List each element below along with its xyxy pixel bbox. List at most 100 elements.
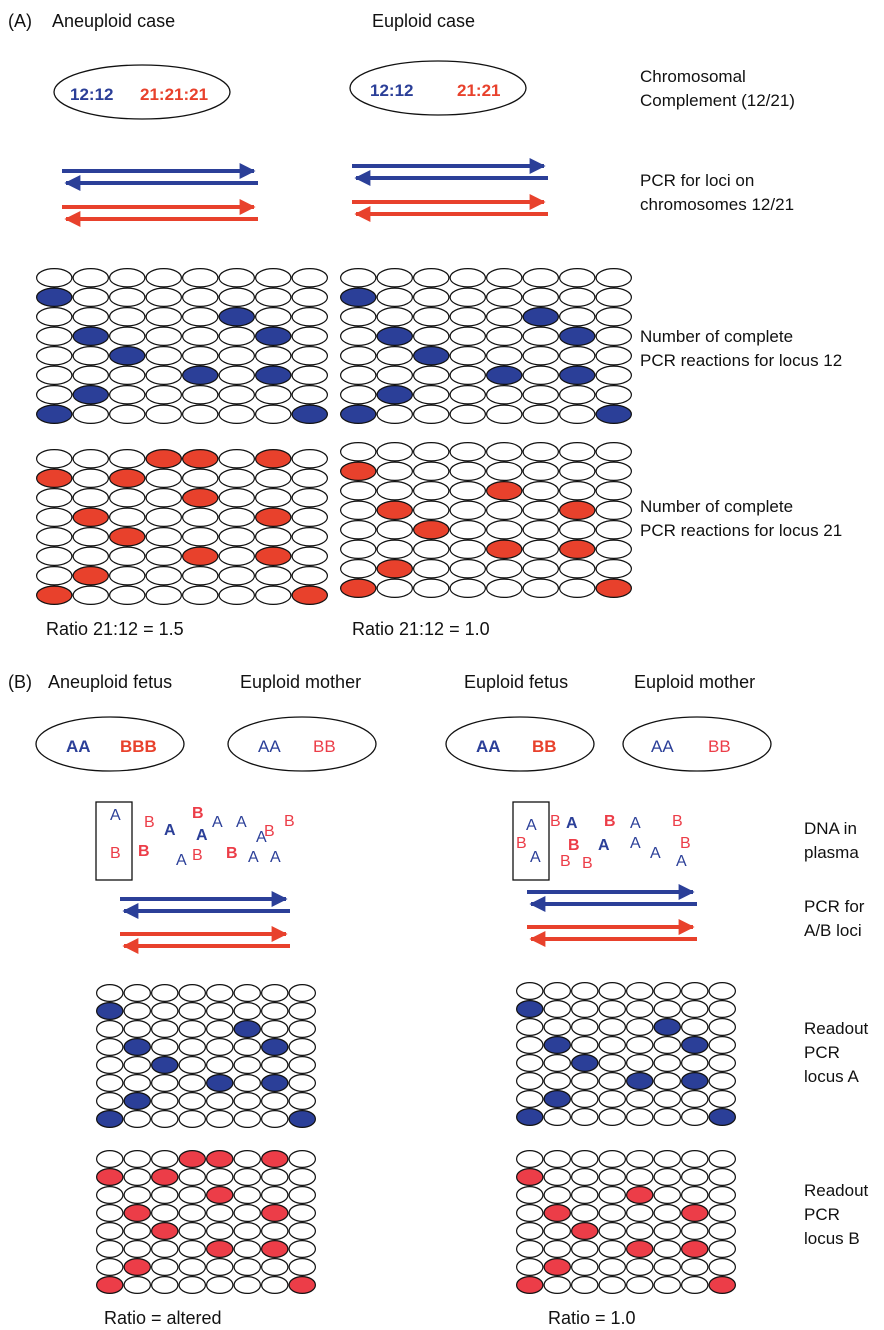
pcr-well-empty [543, 1239, 571, 1258]
fetal-dna-box-left [95, 801, 133, 881]
pcr-well-empty [233, 1001, 262, 1020]
label-locus-b-1: Readout [804, 1181, 869, 1200]
pcr-well-empty [206, 1091, 234, 1110]
pcr-well-empty [35, 507, 73, 528]
pcr-well-empty [708, 1071, 736, 1090]
pcr-well-empty [449, 287, 487, 308]
pcr-well-empty [72, 307, 109, 327]
pcr-well-positive [291, 585, 329, 605]
pcr-well-empty [151, 1109, 179, 1128]
pcr-well-empty [522, 442, 559, 462]
pcr-well-empty [595, 287, 632, 308]
pcr-well-empty [486, 385, 523, 405]
pcr-well-empty [233, 1055, 262, 1074]
ratio-euploid-a: Ratio 21:12 = 1.0 [352, 619, 490, 639]
pcr-well-empty [145, 565, 183, 586]
dna-fragment-a: A [110, 807, 121, 824]
pcr-well-empty [486, 346, 523, 366]
pcr-well-empty [123, 1055, 151, 1074]
pcr-well-empty [595, 481, 632, 501]
pcr-well-empty [108, 385, 146, 405]
label-complement-1: Chromosomal [640, 67, 746, 86]
pcr-well-empty [486, 558, 523, 579]
pcr-well-positive [515, 999, 544, 1018]
pcr-well-empty [680, 1221, 709, 1240]
pcr-well-empty [625, 1053, 654, 1072]
pcr-well-empty [595, 558, 632, 579]
pcr-well-empty [449, 307, 487, 327]
pcr-well-empty [653, 981, 681, 1000]
pcr-well-empty [123, 1185, 151, 1204]
pcr-well-empty [595, 365, 632, 386]
pcr-well-empty [570, 1203, 599, 1222]
pcr-well-empty [522, 461, 559, 482]
grid-locus21-euploid [340, 442, 632, 598]
pcr-well-empty [598, 1071, 626, 1090]
pcr-well-empty [413, 539, 450, 559]
pcr-well-empty [182, 507, 219, 528]
pcr-well-empty [653, 999, 681, 1018]
pcr-well-empty [182, 385, 219, 405]
pcr-well-empty [255, 287, 292, 308]
pcr-well-positive [123, 1091, 151, 1110]
pcr-well-positive [522, 307, 559, 327]
label-locus-b-3: locus B [804, 1229, 860, 1248]
label-pcr-1: PCR for loci on [640, 171, 754, 190]
pcr-well-empty [598, 1275, 626, 1294]
pcr-well-empty [376, 519, 414, 540]
pcr-well-empty [233, 1167, 262, 1186]
mother-oval [227, 716, 377, 772]
pcr-well-positive [123, 1203, 151, 1222]
pcr-well-empty [449, 404, 487, 425]
pcr-well-empty [95, 1019, 124, 1038]
pcr-well-empty [288, 1001, 317, 1020]
pcr-well-empty [145, 526, 183, 547]
pcr-well-empty [515, 1017, 544, 1036]
pcr-well-empty [182, 565, 219, 586]
label-locus21-1: Number of complete [640, 497, 793, 516]
pcr-well-empty [288, 1203, 317, 1222]
pcr-well-positive [486, 481, 523, 501]
pcr-well-empty [108, 449, 146, 469]
pcr-well-empty [123, 1149, 151, 1168]
pcr-well-empty [570, 1071, 599, 1090]
pcr-well-empty [218, 565, 256, 586]
pcr-well-empty [486, 461, 523, 482]
pcr-well-positive [178, 1149, 207, 1168]
pcr-well-empty [291, 307, 329, 327]
pcr-well-empty [708, 1239, 736, 1258]
pcr-well-positive [182, 546, 219, 566]
pcr-well-empty [558, 385, 596, 405]
pcr-well-empty [653, 1053, 681, 1072]
pcr-well-empty [595, 385, 632, 405]
pcr-well-empty [123, 983, 151, 1002]
pcr-well-empty [653, 1221, 681, 1240]
pcr-well-positive [570, 1053, 599, 1072]
pcr-well-empty [261, 1055, 289, 1074]
pcr-well-empty [413, 500, 450, 521]
pcr-well-empty [522, 268, 559, 288]
pcr-well-positive [261, 1149, 289, 1168]
label-dna-2: plasma [804, 843, 859, 862]
pcr-well-empty [182, 404, 219, 425]
pcr-well-empty [151, 1073, 179, 1092]
pcr-well-empty [486, 287, 523, 308]
fetal-dna-box-right [512, 801, 550, 881]
pcr-well-empty [598, 1221, 626, 1240]
pcr-well-empty [145, 404, 183, 425]
pcr-well-empty [255, 488, 292, 508]
pcr-well-empty [206, 1275, 234, 1294]
pcr-well-empty [255, 526, 292, 547]
pcr-well-empty [291, 526, 329, 547]
pcr-well-empty [291, 346, 329, 366]
dna-fragment-b: B [672, 813, 683, 830]
pcr-well-empty [680, 1107, 709, 1126]
euploid-fetus-oval [445, 716, 595, 772]
dna-fragment-b: B [604, 813, 616, 830]
pcr-well-empty [708, 1203, 736, 1222]
pcr-well-empty [340, 268, 377, 288]
pcr-well-empty [558, 307, 596, 327]
pcr-well-positive [35, 585, 73, 605]
pcr-well-empty [543, 1167, 571, 1186]
mother-genotype-a: AA [258, 737, 281, 756]
